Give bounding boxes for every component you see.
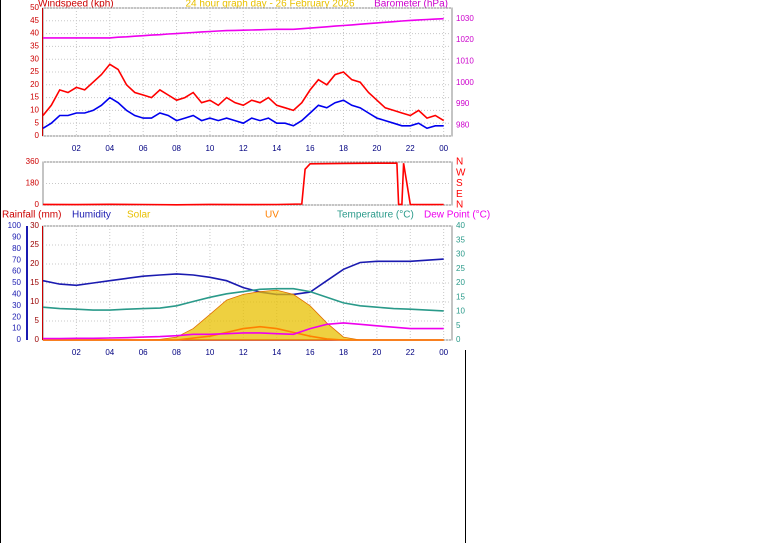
x-tick-label: 10 [205, 144, 214, 153]
x-tick-label: 14 [272, 348, 281, 357]
x-tick-label: 20 [372, 348, 381, 357]
line [42, 258, 444, 296]
x-tick-label: 22 [406, 144, 415, 153]
y3-tick-label: 0 [17, 335, 22, 344]
y2-tick-label: 990 [456, 99, 470, 108]
y-tick-label: 45 [30, 16, 39, 25]
y-tick-label: 20 [30, 80, 39, 89]
y3-tick-label: 100 [8, 221, 22, 230]
y3-tick-label: 60 [12, 267, 21, 276]
y3-tick-label: 20 [12, 312, 21, 321]
legend-label: Solar [127, 210, 151, 221]
x-tick-label: 00 [439, 348, 448, 357]
y2-tick-label: 30 [456, 250, 465, 259]
y2-tick-label: 980 [456, 120, 470, 129]
y3-tick-label: 40 [12, 290, 21, 299]
x-tick-label: 10 [205, 348, 214, 357]
y2-tick-label: 10 [456, 307, 465, 316]
y3-tick-label: 30 [12, 301, 21, 310]
y2-tick-label: 1000 [456, 78, 474, 87]
x-tick-label: 04 [105, 348, 114, 357]
y2-tick-label: E [456, 189, 463, 200]
y-tick-label: 40 [30, 29, 39, 38]
y2-tick-label: 40 [456, 221, 465, 230]
line [42, 63, 445, 122]
line [43, 325, 444, 341]
y2-tick-label: 25 [456, 264, 465, 273]
legend-label: Dew Point (°C) [424, 210, 490, 221]
y2-tick-label: 1010 [456, 56, 474, 65]
legend-label: Humidity [72, 210, 111, 221]
y-tick-label: 30 [30, 54, 39, 63]
y2-tick-label: S [456, 178, 463, 189]
y-tick-label: 10 [30, 106, 39, 115]
legend-label: Rainfall (mm) [2, 210, 61, 221]
line [43, 17, 444, 39]
y2-tick-label: W [456, 167, 466, 178]
chart-title: 24 hour graph day - 26 February 2026 [186, 0, 355, 10]
x-tick-label: 18 [339, 348, 348, 357]
y-tick-label: 15 [30, 278, 39, 287]
y-tick-label: 5 [35, 118, 40, 127]
y2-tick-label: 5 [456, 321, 461, 330]
y-tick-label: 30 [30, 221, 39, 230]
x-tick-label: 14 [272, 144, 281, 153]
x-tick-label: 08 [172, 144, 181, 153]
line [42, 287, 444, 312]
y-tick-label: 0 [35, 335, 40, 344]
x-tick-label: 02 [72, 144, 81, 153]
y3-tick-label: 80 [12, 244, 21, 253]
x-tick-label: 16 [306, 144, 315, 153]
y-tick-label: 0 [35, 200, 40, 209]
y2-tick-label: 0 [456, 335, 461, 344]
y2-tick-label: 1020 [456, 35, 474, 44]
y2-tick-label: N [456, 200, 463, 211]
x-tick-label: 08 [172, 348, 181, 357]
y2-axis-label: Barometer (hPa) [374, 0, 448, 10]
x-tick-label: 06 [139, 348, 148, 357]
y-axis-label: Windspeed (kph) [38, 0, 114, 10]
y2-tick-label: N [456, 157, 463, 168]
line [42, 96, 444, 130]
legend-label: UV [265, 210, 279, 221]
x-tick-label: 20 [372, 144, 381, 153]
y3-tick-label: 50 [12, 278, 21, 287]
y-tick-label: 5 [35, 316, 40, 325]
x-tick-label: 12 [239, 348, 248, 357]
y-tick-label: 180 [26, 179, 40, 188]
line [43, 322, 444, 340]
y3-tick-label: 70 [12, 255, 21, 264]
y3-tick-label: 10 [12, 324, 21, 333]
y2-tick-label: 20 [456, 278, 465, 287]
x-tick-label: 04 [105, 144, 114, 153]
y-tick-label: 15 [30, 93, 39, 102]
x-tick-label: 12 [239, 144, 248, 153]
x-tick-label: 02 [72, 348, 81, 357]
y-tick-label: 35 [30, 42, 39, 51]
x-tick-label: 00 [439, 144, 448, 153]
y-tick-label: 0 [35, 131, 40, 140]
y2-tick-label: 35 [456, 235, 465, 244]
x-tick-label: 06 [139, 144, 148, 153]
y-tick-label: 25 [30, 67, 39, 76]
y2-tick-label: 1030 [456, 14, 474, 23]
line [42, 162, 444, 206]
y-tick-label: 360 [26, 157, 40, 166]
y-tick-label: 25 [30, 240, 39, 249]
y-tick-label: 50 [30, 3, 39, 12]
x-tick-label: 18 [339, 144, 348, 153]
y-tick-label: 10 [30, 297, 39, 306]
y-tick-label: 20 [30, 259, 39, 268]
legend-label: Temperature (°C) [337, 210, 414, 221]
x-tick-label: 16 [306, 348, 315, 357]
y2-tick-label: 15 [456, 292, 465, 301]
x-tick-label: 22 [406, 348, 415, 357]
y3-tick-label: 90 [12, 233, 21, 242]
